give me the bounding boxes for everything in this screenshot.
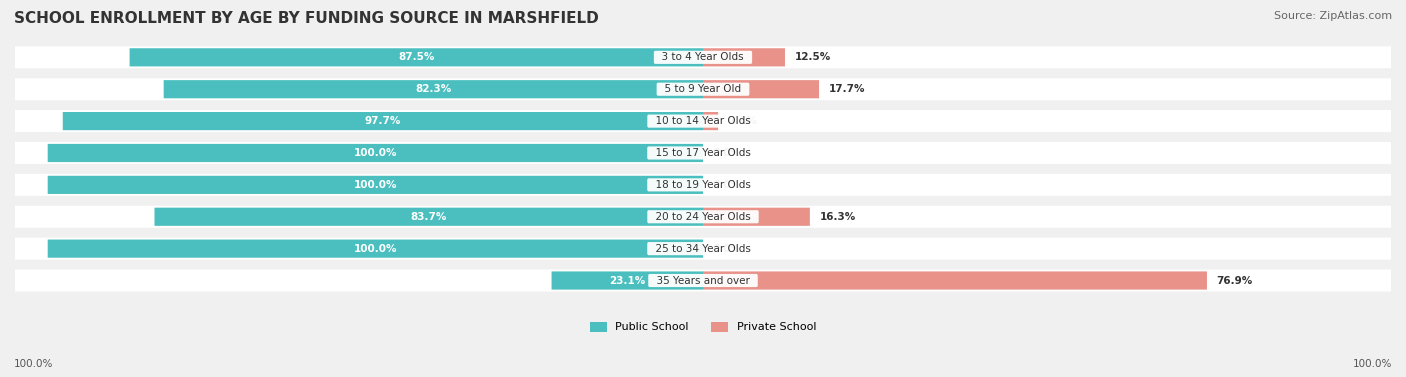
Text: 82.3%: 82.3% — [415, 84, 451, 94]
Text: 3 to 4 Year Olds: 3 to 4 Year Olds — [655, 52, 751, 62]
Text: 16.3%: 16.3% — [820, 212, 856, 222]
FancyBboxPatch shape — [15, 46, 1391, 68]
FancyBboxPatch shape — [703, 80, 820, 98]
FancyBboxPatch shape — [48, 176, 703, 194]
Text: 5 to 9 Year Old: 5 to 9 Year Old — [658, 84, 748, 94]
FancyBboxPatch shape — [155, 208, 703, 226]
Text: 100.0%: 100.0% — [354, 148, 396, 158]
Text: 18 to 19 Year Olds: 18 to 19 Year Olds — [648, 180, 758, 190]
FancyBboxPatch shape — [129, 48, 703, 66]
FancyBboxPatch shape — [163, 80, 703, 98]
FancyBboxPatch shape — [703, 271, 1206, 290]
FancyBboxPatch shape — [15, 110, 1391, 132]
Text: 83.7%: 83.7% — [411, 212, 447, 222]
Text: 17.7%: 17.7% — [828, 84, 865, 94]
FancyBboxPatch shape — [703, 208, 810, 226]
Text: 76.9%: 76.9% — [1216, 276, 1253, 285]
Text: 23.1%: 23.1% — [609, 276, 645, 285]
FancyBboxPatch shape — [15, 238, 1391, 260]
FancyBboxPatch shape — [15, 270, 1391, 291]
Text: 100.0%: 100.0% — [354, 180, 396, 190]
FancyBboxPatch shape — [703, 112, 718, 130]
FancyBboxPatch shape — [551, 271, 703, 290]
FancyBboxPatch shape — [48, 144, 703, 162]
Text: SCHOOL ENROLLMENT BY AGE BY FUNDING SOURCE IN MARSHFIELD: SCHOOL ENROLLMENT BY AGE BY FUNDING SOUR… — [14, 11, 599, 26]
Legend: Public School, Private School: Public School, Private School — [585, 317, 821, 337]
FancyBboxPatch shape — [15, 174, 1391, 196]
Text: 87.5%: 87.5% — [398, 52, 434, 62]
Text: 35 Years and over: 35 Years and over — [650, 276, 756, 285]
FancyBboxPatch shape — [15, 142, 1391, 164]
FancyBboxPatch shape — [15, 78, 1391, 100]
Text: 12.5%: 12.5% — [794, 52, 831, 62]
Text: Source: ZipAtlas.com: Source: ZipAtlas.com — [1274, 11, 1392, 21]
Text: 25 to 34 Year Olds: 25 to 34 Year Olds — [648, 244, 758, 254]
FancyBboxPatch shape — [63, 112, 703, 130]
Text: 97.7%: 97.7% — [364, 116, 401, 126]
Text: 100.0%: 100.0% — [1353, 359, 1392, 369]
Text: 10 to 14 Year Olds: 10 to 14 Year Olds — [650, 116, 756, 126]
Text: 100.0%: 100.0% — [354, 244, 396, 254]
FancyBboxPatch shape — [15, 206, 1391, 228]
FancyBboxPatch shape — [703, 48, 785, 66]
Text: 0.0%: 0.0% — [713, 244, 742, 254]
FancyBboxPatch shape — [48, 239, 703, 258]
Text: 0.0%: 0.0% — [713, 180, 742, 190]
Text: 100.0%: 100.0% — [14, 359, 53, 369]
Text: 20 to 24 Year Olds: 20 to 24 Year Olds — [650, 212, 756, 222]
Text: 2.3%: 2.3% — [728, 116, 756, 126]
Text: 15 to 17 Year Olds: 15 to 17 Year Olds — [648, 148, 758, 158]
Text: 0.0%: 0.0% — [713, 148, 742, 158]
